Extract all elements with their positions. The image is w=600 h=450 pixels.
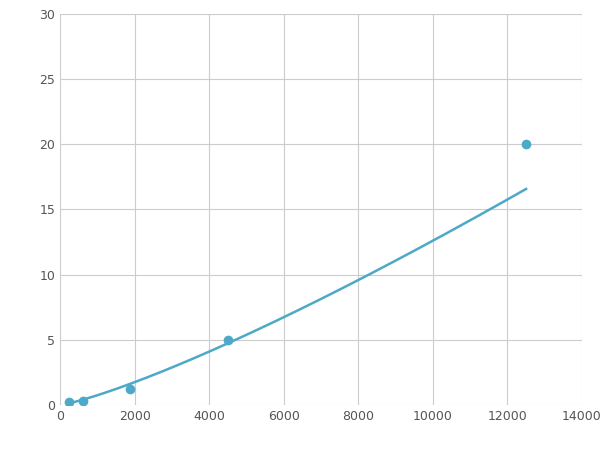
Point (65, 399, 74, 406)
Point (79, 397, 88, 405)
Point (521, 140, 531, 148)
Point (223, 336, 233, 343)
Point (125, 386, 135, 393)
